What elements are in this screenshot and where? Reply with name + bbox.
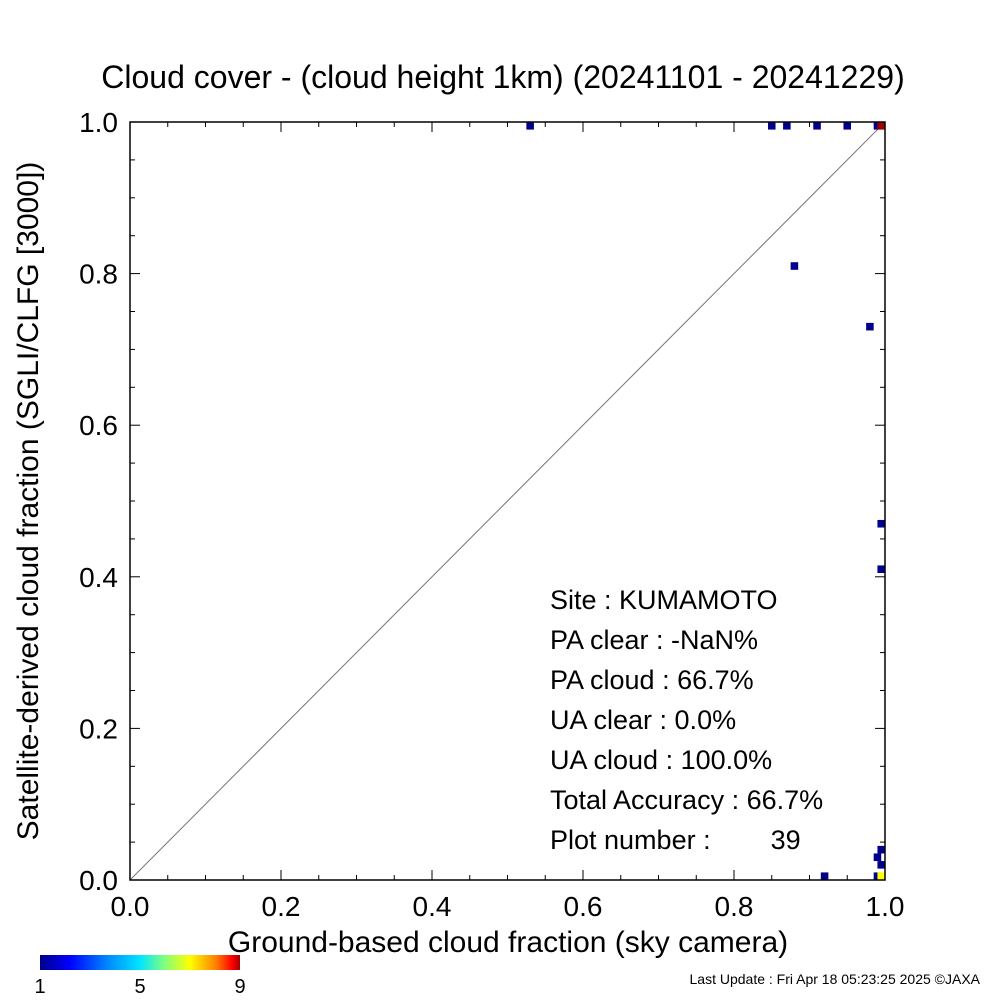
data-point bbox=[866, 322, 874, 331]
stat-pa-clear: PA clear : -NaN% bbox=[550, 625, 758, 655]
x-tick-label: 0.6 bbox=[564, 891, 603, 922]
data-point bbox=[877, 861, 885, 869]
data-point bbox=[873, 122, 882, 130]
stat-ua-cloud: UA cloud : 100.0% bbox=[550, 745, 772, 775]
colorbar-mid-label: 5 bbox=[134, 976, 145, 998]
data-point bbox=[873, 872, 882, 880]
x-tick-label: 0.2 bbox=[262, 891, 301, 922]
stats-box: Site : KUMAMOTO PA clear : -NaN% PA clou… bbox=[550, 585, 823, 855]
one-to-one-line bbox=[129, 121, 886, 881]
data-point bbox=[526, 122, 534, 130]
data-point bbox=[843, 122, 852, 130]
data-points bbox=[526, 122, 885, 880]
data-point bbox=[813, 122, 821, 130]
stat-pa-cloud: PA cloud : 66.7% bbox=[550, 665, 754, 695]
y-tick-label: 1.0 bbox=[79, 107, 118, 138]
data-point bbox=[877, 565, 885, 574]
y-tick-label: 0.8 bbox=[79, 259, 118, 290]
x-tick-label: 0.4 bbox=[413, 891, 452, 922]
data-point bbox=[873, 853, 882, 862]
data-point bbox=[877, 519, 885, 528]
colorbar-min-label: 1 bbox=[34, 976, 45, 998]
colorbar-max-label: 9 bbox=[234, 976, 245, 998]
y-tick-label: 0.2 bbox=[79, 713, 118, 744]
data-point bbox=[820, 872, 829, 880]
stat-total-accuracy: Total Accuracy : 66.7% bbox=[550, 785, 823, 815]
data-point bbox=[790, 262, 799, 270]
stat-ua-clear: UA clear : 0.0% bbox=[550, 705, 736, 735]
x-axis-label: Ground-based cloud fraction (sky camera) bbox=[228, 926, 788, 959]
data-point bbox=[783, 122, 791, 130]
y-axis-label: Satellite-derived cloud fraction (SGLI/C… bbox=[12, 162, 45, 841]
data-point bbox=[877, 872, 885, 880]
data-point bbox=[877, 122, 885, 130]
chart-title: Cloud cover - (cloud height 1km) (202411… bbox=[101, 59, 904, 95]
data-point bbox=[767, 122, 776, 130]
y-tick-label: 0.4 bbox=[79, 562, 118, 593]
x-tick-label: 0.8 bbox=[715, 891, 754, 922]
stat-site: Site : KUMAMOTO bbox=[550, 585, 778, 615]
tick-labels: 0.0 0.2 0.4 0.6 0.8 1.0 0.0 0.2 0.4 0.6 0.8 1.0 bbox=[79, 107, 904, 922]
colorbar: 1 5 9 bbox=[34, 955, 246, 998]
stat-plot-number: Plot number : 39 bbox=[550, 825, 801, 855]
last-update-text: Last Update : Fri Apr 18 05:23:25 2025 ©… bbox=[690, 971, 981, 987]
x-tick-label: 0.0 bbox=[111, 891, 150, 922]
y-tick-label: 0.6 bbox=[79, 410, 118, 441]
data-point bbox=[877, 845, 885, 854]
colorbar-gradient bbox=[40, 955, 240, 970]
y-tick-label: 0.0 bbox=[79, 865, 118, 896]
plot-frame bbox=[129, 121, 886, 881]
x-tick-label: 1.0 bbox=[866, 891, 905, 922]
